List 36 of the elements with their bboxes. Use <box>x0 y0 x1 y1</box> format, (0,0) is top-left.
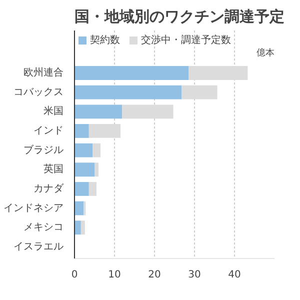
bar <box>122 104 174 119</box>
bar <box>94 162 98 177</box>
y-tick-label: カナダ <box>34 182 64 194</box>
bar <box>74 85 182 100</box>
bar <box>74 162 94 177</box>
bar <box>74 201 84 216</box>
x-tick-label: 20 <box>148 270 161 280</box>
bar <box>74 182 89 196</box>
bar <box>74 66 188 80</box>
x-tick-label: 30 <box>188 270 201 280</box>
y-tick-label: インドネシア <box>4 202 64 214</box>
x-tick-label: 10 <box>108 270 121 280</box>
legend-label: 契約数 <box>90 34 120 47</box>
legend-label: 交渉中・調達予定数 <box>141 34 231 47</box>
x-axis-title: 億本 <box>256 48 274 59</box>
bar <box>74 143 92 158</box>
bar <box>92 143 100 158</box>
y-tick-label: 米国 <box>44 105 64 118</box>
bar <box>74 104 122 119</box>
x-tick-label: 40 <box>228 270 241 280</box>
bar <box>80 220 85 235</box>
y-tick-label: コバックス <box>14 86 64 98</box>
bar <box>182 85 218 100</box>
bar <box>74 124 89 138</box>
bar <box>188 66 248 80</box>
y-tick-label: インド <box>34 125 64 136</box>
y-tick-label: イスラエル <box>14 241 64 252</box>
bar <box>88 124 120 138</box>
chart-title: 国・地域別のワクチン調達予定 <box>74 8 284 26</box>
bar <box>88 182 96 196</box>
y-tick-label: ブラジル <box>24 144 64 156</box>
y-tick-label: 英国 <box>44 163 64 176</box>
x-tick-label: 0 <box>71 270 78 280</box>
bar <box>74 220 81 235</box>
y-tick-label: メキシコ <box>24 222 64 234</box>
y-tick-label: 欧州連合 <box>24 66 64 79</box>
